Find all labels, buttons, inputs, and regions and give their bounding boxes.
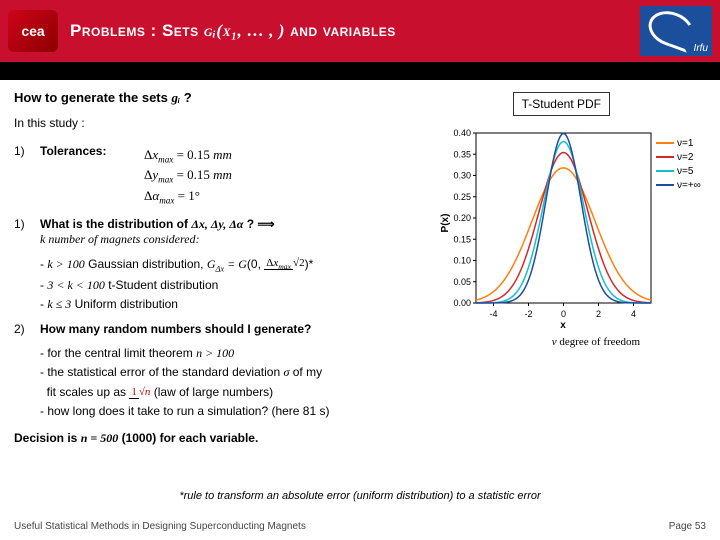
chart-title-box: T-Student PDF bbox=[513, 92, 610, 116]
dec-post: (1000) for each variable. bbox=[118, 431, 258, 445]
tolerances-label: Tolerances: bbox=[40, 144, 106, 158]
item-num: 1) bbox=[14, 144, 40, 158]
degree-label: ν degree of freedom bbox=[552, 336, 640, 348]
title-pre: Problems : Sets bbox=[70, 21, 204, 40]
y-ticks: 0.40 0.35 0.30 0.25 0.20 0.15 0.10 0.05 0.00 bbox=[453, 128, 476, 308]
footer-right: Page 53 bbox=[669, 521, 706, 532]
footer: Useful Statistical Methods in Designing … bbox=[14, 521, 706, 532]
slide-title: Problems : Sets gᵢ(x₁, … , ) and variabl… bbox=[70, 21, 396, 41]
item-num: 1) bbox=[14, 217, 40, 247]
dec-math: n = 500 bbox=[81, 431, 119, 445]
distribution-q: What is the distribution of Δx, Δy, Δα ?… bbox=[40, 217, 275, 247]
dist-post: ? ⟹ bbox=[243, 217, 274, 231]
q1-pre: How to generate the sets bbox=[14, 90, 171, 105]
k-magnets: k number of magnets considered: bbox=[40, 232, 200, 246]
title-post: and variables bbox=[285, 21, 396, 40]
irfu-logo: Irfu bbox=[640, 6, 712, 56]
content: How to generate the sets gᵢ ? In this st… bbox=[0, 80, 720, 446]
q1-post: ? bbox=[180, 90, 192, 105]
chart-svg: 0.400.350.300.250.200.150.100.050.00 -4-… bbox=[436, 128, 706, 333]
svg-text:0.00: 0.00 bbox=[453, 298, 471, 308]
dist-math: Δx, Δy, Δα bbox=[191, 217, 243, 231]
legend: ν=1 ν=2 ν=5 ν=+∞ bbox=[656, 138, 701, 191]
svg-text:0.20: 0.20 bbox=[453, 213, 471, 223]
tstudent-chart: 0.400.350.300.250.200.150.100.050.00 -4-… bbox=[436, 128, 706, 333]
svg-text:0: 0 bbox=[561, 309, 566, 319]
howmany-label: How many random numbers should I generat… bbox=[40, 322, 311, 336]
plot-area bbox=[476, 133, 651, 303]
y-label: P(x) bbox=[440, 214, 451, 233]
generate-list: - for the central limit theorem n > 100 … bbox=[40, 344, 706, 421]
black-bar bbox=[0, 62, 720, 80]
svg-text:-2: -2 bbox=[524, 309, 532, 319]
x-label: x bbox=[560, 320, 566, 331]
svg-text:ν=2: ν=2 bbox=[677, 152, 694, 163]
footer-left: Useful Statistical Methods in Designing … bbox=[14, 521, 306, 532]
dist-pre: What is the distribution of bbox=[40, 217, 191, 231]
svg-text:0.05: 0.05 bbox=[453, 277, 471, 287]
svg-text:0.25: 0.25 bbox=[453, 192, 471, 202]
svg-text:-4: -4 bbox=[489, 309, 497, 319]
header: cea Problems : Sets gᵢ(x₁, … , ) and var… bbox=[0, 0, 720, 62]
gen-item: - how long does it take to run a simulat… bbox=[40, 402, 706, 421]
gen-item: - the statistical error of the standard … bbox=[40, 363, 706, 401]
x-ticks: -4 -2 0 2 4 bbox=[489, 303, 636, 319]
svg-text:4: 4 bbox=[631, 309, 636, 319]
item-num: 2) bbox=[14, 322, 40, 336]
svg-text:2: 2 bbox=[596, 309, 601, 319]
svg-text:0.35: 0.35 bbox=[453, 149, 471, 159]
svg-text:0.40: 0.40 bbox=[453, 128, 471, 138]
q1-math: gᵢ bbox=[171, 90, 180, 105]
svg-text:0.15: 0.15 bbox=[453, 234, 471, 244]
svg-text:ν=5: ν=5 bbox=[677, 166, 694, 177]
svg-text:0.30: 0.30 bbox=[453, 171, 471, 181]
decision: Decision is n = 500 (1000) for each vari… bbox=[14, 431, 706, 446]
svg-text:0.10: 0.10 bbox=[453, 256, 471, 266]
dec-pre: Decision is bbox=[14, 431, 81, 445]
svg-text:ν=+∞: ν=+∞ bbox=[677, 180, 701, 191]
star: * bbox=[309, 257, 314, 271]
footnote: *rule to transform an absolute error (un… bbox=[0, 490, 720, 502]
cea-logo: cea bbox=[8, 10, 58, 52]
title-math: gᵢ(x₁, … , ) bbox=[204, 21, 285, 40]
svg-text:ν=1: ν=1 bbox=[677, 138, 694, 149]
